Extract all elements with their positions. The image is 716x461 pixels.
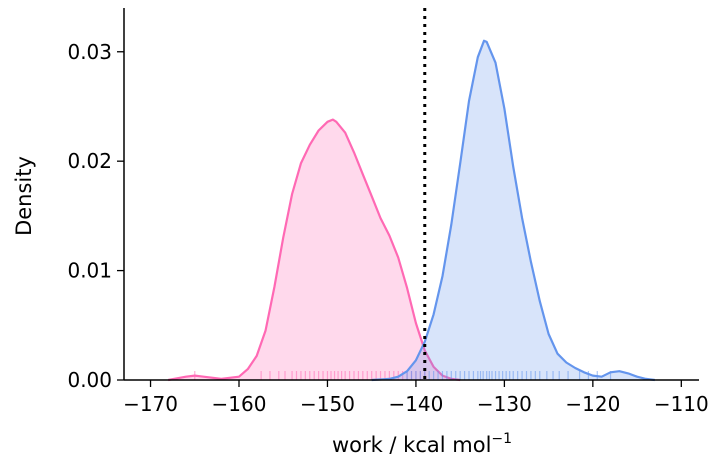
y-tick-label: 0.02 bbox=[67, 149, 112, 173]
y-tick-label: 0.03 bbox=[67, 40, 112, 64]
x-axis-label-superscript: −1 bbox=[491, 431, 512, 447]
axes: −170 −160 −150 −140 −130 −120 −110 0.00 0.01 0.02… bbox=[67, 8, 709, 416]
x-tick-label: −150 bbox=[300, 392, 355, 416]
y-tick-label: 0.00 bbox=[67, 368, 112, 392]
x-tick-label: −160 bbox=[212, 392, 267, 416]
x-tick-label: −130 bbox=[477, 392, 532, 416]
x-tick-label: −120 bbox=[565, 392, 620, 416]
x-tick-label: −110 bbox=[654, 392, 709, 416]
kde-area-1 bbox=[371, 40, 655, 381]
x-tick-label: −170 bbox=[123, 392, 178, 416]
x-tick-label: −140 bbox=[388, 392, 443, 416]
kde-area-0 bbox=[168, 119, 461, 380]
x-axis-label: work / kcal mol−1 bbox=[332, 431, 512, 457]
x-axis-label-text: work / kcal mol bbox=[332, 433, 491, 457]
y-axis-label: Density bbox=[12, 156, 36, 236]
plot-area bbox=[167, 8, 655, 382]
kde-line-1 bbox=[371, 39, 655, 382]
kde-line-0 bbox=[167, 118, 461, 382]
y-tick-label: 0.01 bbox=[67, 259, 112, 283]
